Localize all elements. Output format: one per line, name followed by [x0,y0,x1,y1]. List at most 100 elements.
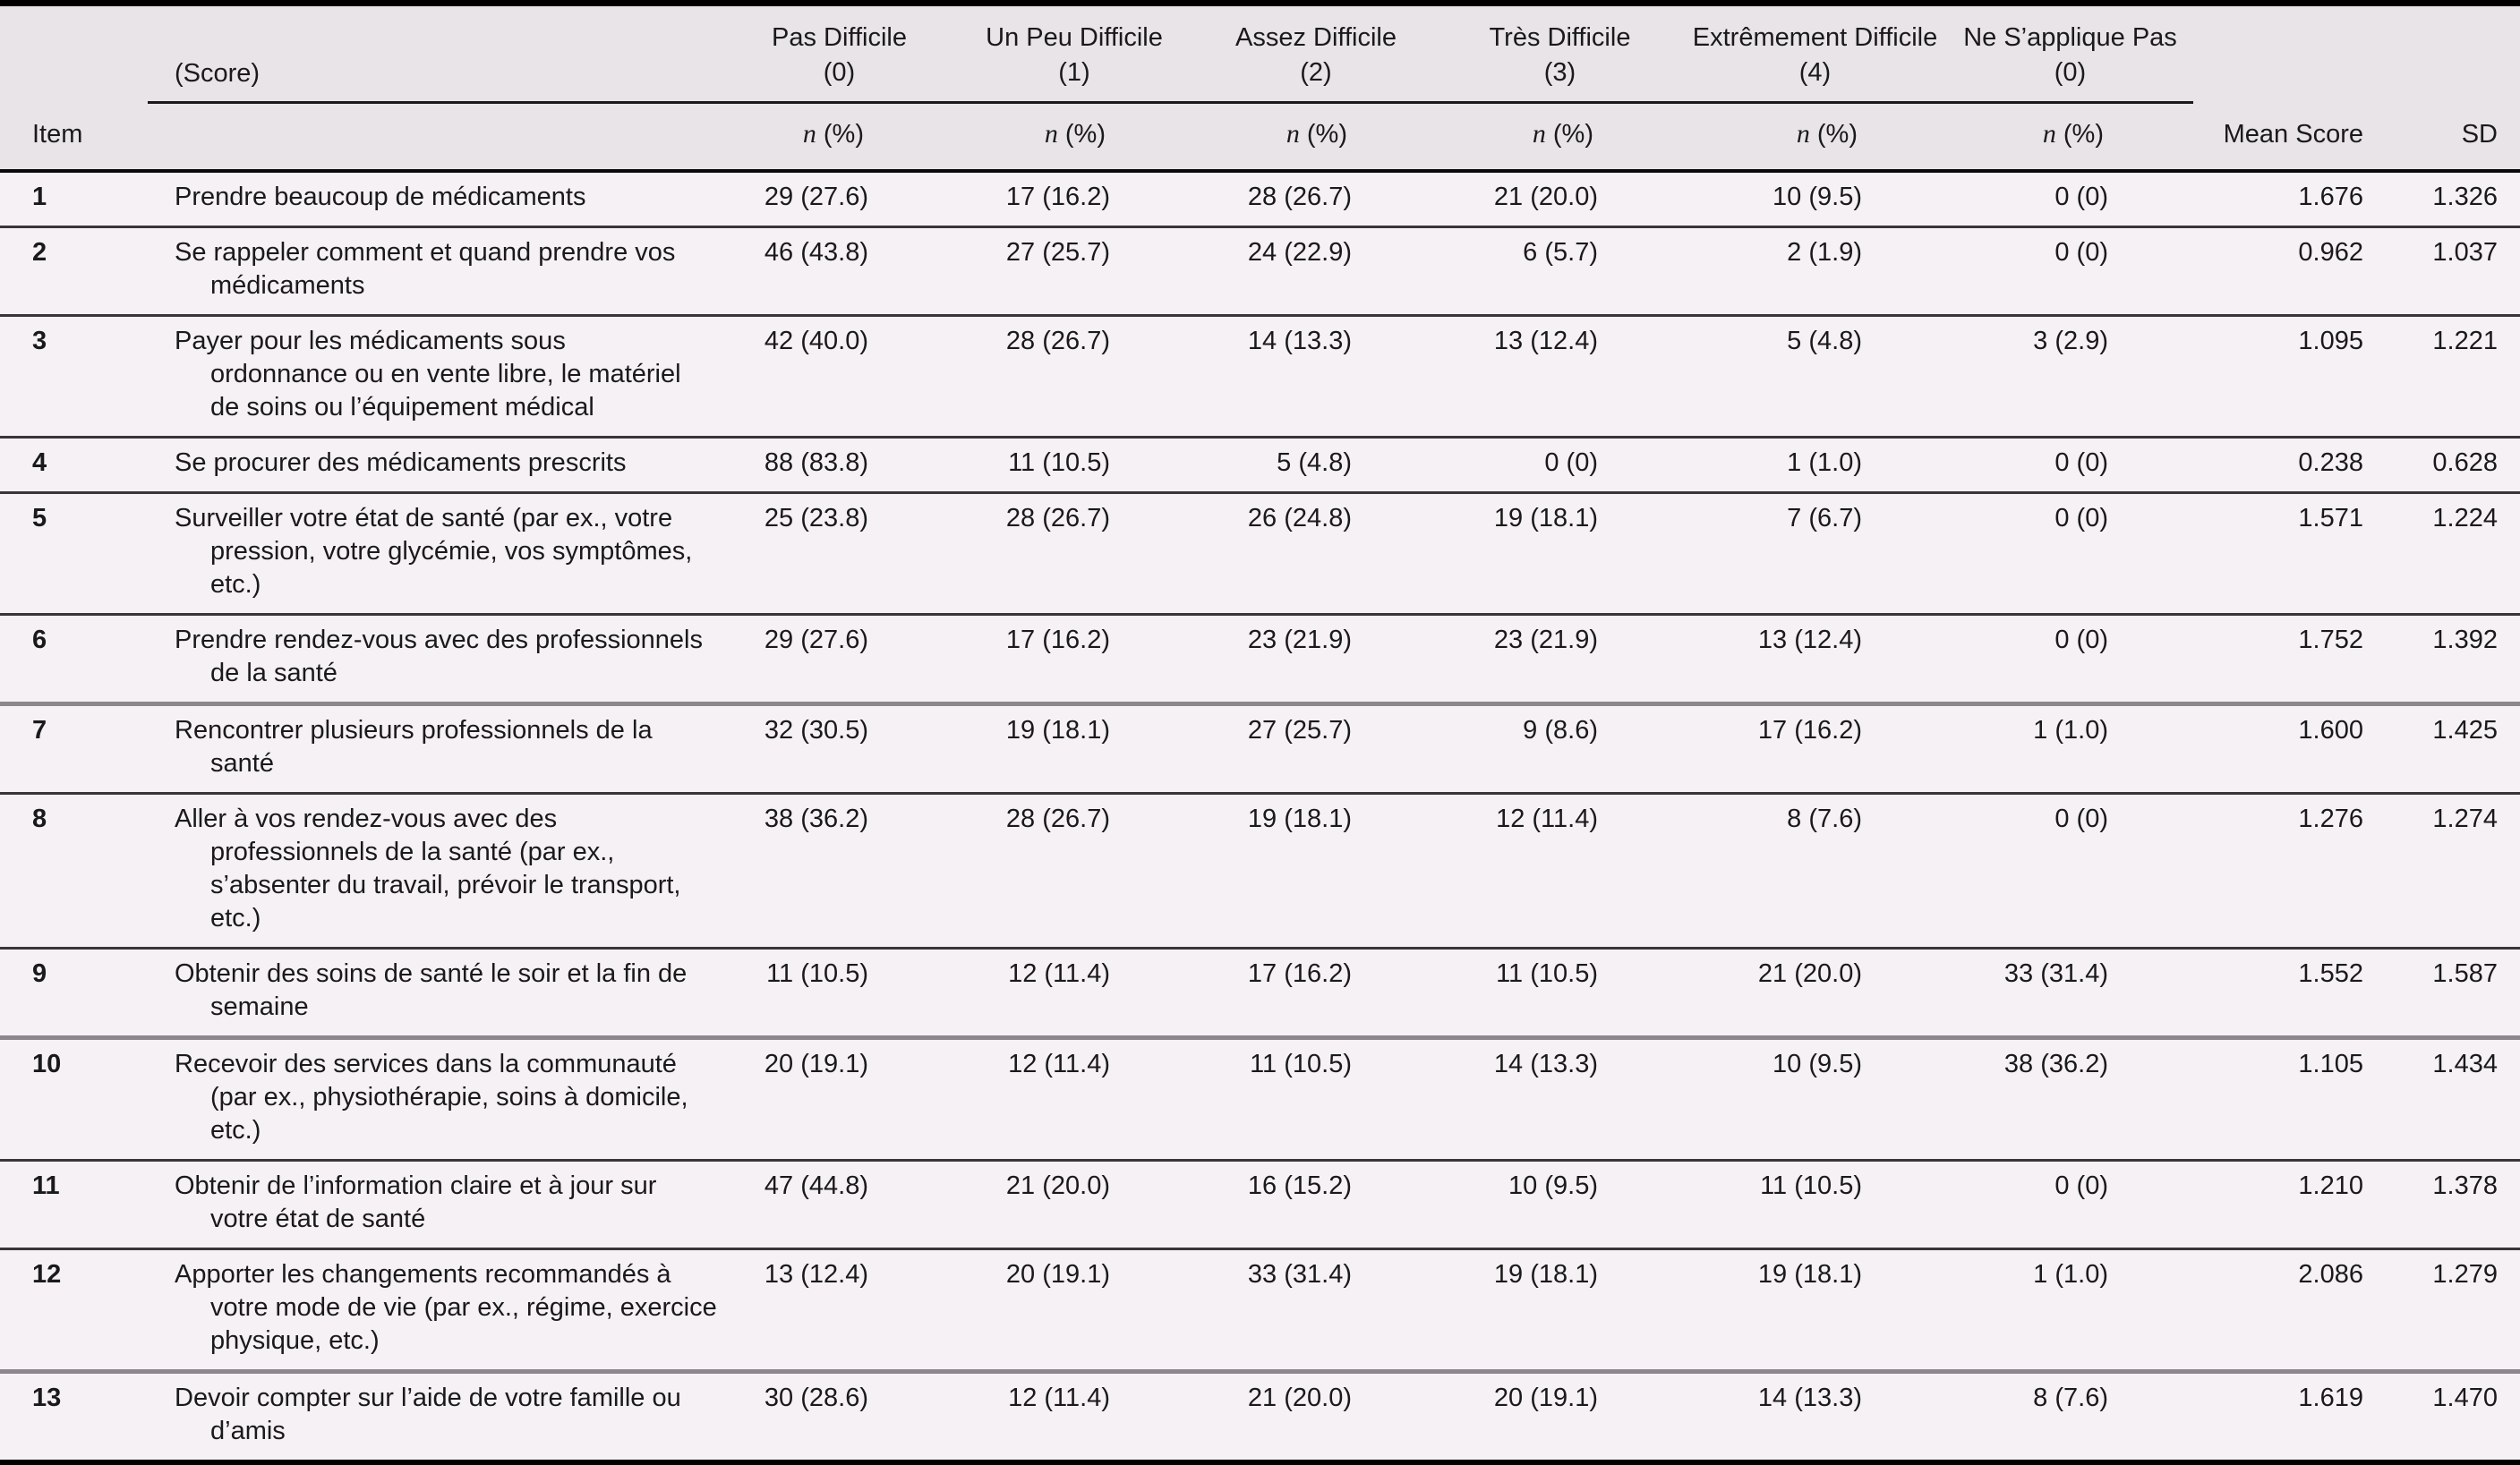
mean-score-cell: 1.095 [2298,327,2363,355]
frequency-value-cell: 9 (8.6) [1523,716,1598,745]
percent-symbol: (%) [1064,120,1106,149]
item-description-cell: Prendre beaucoup de médicaments [175,183,586,211]
item-number-cell: 1 [32,183,47,211]
n-symbol: n [1286,119,1300,149]
frequency-value-cell: 1 (1.0) [2033,1260,2108,1289]
frequency-value-cell: 23 (21.9) [1493,626,1598,654]
n-symbol: n [802,119,816,149]
mean-score-cell: 1.600 [2298,716,2363,745]
item-description-cell: Obtenir des soins de santé le soir et la… [175,959,688,1021]
frequency-value-cell: 33 (31.4) [1247,1260,1352,1289]
item-number-cell: 10 [32,1050,62,1078]
mean-score-cell: 1.276 [2298,805,2363,833]
frequency-value-cell: 12 (11.4) [1008,1384,1110,1412]
sd-cell: 1.326 [2432,183,2498,211]
mean-score-cell: 1.210 [2298,1171,2363,1200]
sd-cell: 1.470 [2432,1384,2498,1412]
item-description-cell: Se rappeler comment et quand prendre vos… [175,238,676,300]
frequency-value-cell: 21 (20.0) [1005,1171,1110,1200]
item-description-cell: Prendre rendez-vous avec des professionn… [175,626,703,687]
difficulty-column-label: Pas Difficile [772,23,907,52]
difficulty-column-header: Pas Difficile (0) [725,3,953,104]
frequency-value-cell: 19 (18.1) [1247,805,1352,833]
table-row: 12 Apporter les changements recommandés à… [0,1248,2520,1372]
header-sub-row: n (%) n (%) n (%) n (%) n (%) n (%) [0,102,2520,171]
frequency-value-cell: 17 (16.2) [1005,183,1110,211]
item-description-cell: Aller à vos rendez-vous avec des profess… [175,805,681,933]
item-number-cell: 2 [32,238,47,267]
percent-symbol: (%) [1552,120,1593,149]
frequency-value-cell: 13 (12.4) [1757,626,1862,654]
item-description-cell: Recevoir des services dans la communauté… [175,1050,688,1145]
score-group-label: (Score) [148,3,725,104]
frequency-value-cell: 11 (10.5) [766,959,868,988]
n-percent-subheader: n (%) [1947,102,2193,171]
sd-cell: 1.224 [2432,504,2498,532]
n-percent-subheader: n (%) [725,102,953,171]
difficulty-column-score: (2) [1300,58,1332,87]
sd-cell: 1.587 [2432,959,2498,988]
percent-symbol: (%) [1306,120,1347,149]
frequency-value-cell: 38 (36.2) [2003,1050,2108,1078]
table-row: 6 Prendre rendez-vous avec des profession… [0,614,2520,704]
n-symbol: n [1532,119,1546,149]
sd-cell: 1.425 [2432,716,2498,745]
n-symbol: n [1044,119,1058,149]
difficulty-column-label: Extrêmement Difficile [1692,23,1938,52]
table-row: 2 Se rappeler comment et quand prendre vo… [0,226,2520,316]
item-description-cell: Obtenir de l’information claire et à jou… [175,1171,657,1233]
item-description-cell: Rencontrer plusieurs professionnels de l… [175,716,653,778]
n-symbol: n [1796,119,1810,149]
difficulty-column-header: Un Peu Difficile (1) [953,3,1195,104]
frequency-value-cell: 14 (13.3) [1493,1050,1598,1078]
frequency-value-cell: 8 (7.6) [2033,1384,2108,1412]
n-percent-subheader: n (%) [1195,102,1437,171]
difficulty-column-header: Assez Difficile (2) [1195,3,1437,104]
frequency-value-cell: 5 (4.8) [1277,448,1352,477]
table-row: 3 Payer pour les médicaments sous ordonna… [0,315,2520,438]
description-header-spacer [148,102,725,171]
frequency-value-cell: 33 (31.4) [2003,959,2108,988]
mean-score-cell: 1.552 [2298,959,2363,988]
table-body: 1 Prendre beaucoup de médicaments 29 (27.6… [0,171,2520,1462]
frequency-value-cell: 13 (12.4) [764,1260,868,1289]
frequency-value-cell: 29 (27.6) [764,183,868,211]
item-column-header: Item [0,3,148,171]
frequency-value-cell: 7 (6.7) [1787,504,1862,532]
sd-cell: 1.221 [2432,327,2498,355]
frequency-value-cell: 11 (10.5) [1496,959,1598,988]
frequency-value-cell: 0 (0) [2054,504,2108,532]
frequency-value-cell: 88 (83.8) [764,448,868,477]
frequency-value-cell: 14 (13.3) [1757,1384,1862,1412]
item-number-cell: 4 [32,448,47,477]
sd-cell: 1.378 [2432,1171,2498,1200]
difficulty-column-score: (0) [2054,58,2087,87]
difficulty-column-label: Un Peu Difficile [986,23,1163,52]
frequency-value-cell: 0 (0) [2054,1171,2108,1200]
percent-symbol: (%) [1816,120,1858,149]
item-description-cell: Apporter les changements recommandés à v… [175,1260,717,1355]
frequency-value-cell: 5 (4.8) [1787,327,1862,355]
frequency-value-cell: 11 (10.5) [1008,448,1110,477]
frequency-value-cell: 17 (16.2) [1247,959,1352,988]
item-number-cell: 11 [32,1171,60,1200]
item-description-cell: Devoir compter sur l’aide de votre famil… [175,1384,681,1445]
table-header: Item (Score) Pas Difficile (0) Un Peu Diff… [0,3,2520,171]
frequency-value-cell: 19 (18.1) [1493,504,1598,532]
table-row: 10 Recevoir des services dans la communau… [0,1037,2520,1161]
n-percent-subheader: n (%) [1683,102,1947,171]
frequency-value-cell: 0 (0) [1544,448,1598,477]
frequency-value-cell: 14 (13.3) [1247,327,1352,355]
difficulty-column-score: (4) [1798,58,1832,87]
frequency-value-cell: 24 (22.9) [1247,238,1352,267]
difficulty-column-label: Ne S’applique Pas [1963,23,2177,52]
n-symbol: n [2042,119,2056,149]
difficulty-column-score: (1) [1058,58,1090,87]
frequency-value-cell: 12 (11.4) [1008,1050,1110,1078]
table-row: 11 Obtenir de l’information claire et à j… [0,1160,2520,1249]
frequency-value-cell: 8 (7.6) [1787,805,1862,833]
frequency-value-cell: 28 (26.7) [1005,327,1110,355]
frequency-value-cell: 32 (30.5) [764,716,868,745]
frequency-value-cell: 6 (5.7) [1523,238,1598,267]
